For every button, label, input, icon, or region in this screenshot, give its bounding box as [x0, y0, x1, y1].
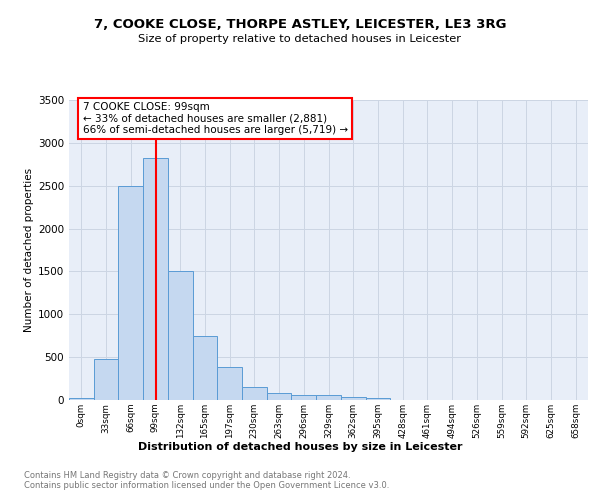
Text: Size of property relative to detached houses in Leicester: Size of property relative to detached ho…	[139, 34, 461, 44]
Bar	[118, 186, 143, 400]
Bar	[193, 336, 217, 400]
Bar	[217, 368, 242, 400]
Bar	[242, 387, 267, 400]
Bar	[292, 395, 316, 400]
Text: Contains HM Land Registry data © Crown copyright and database right 2024.
Contai: Contains HM Land Registry data © Crown c…	[24, 470, 389, 490]
Text: 7 COOKE CLOSE: 99sqm
← 33% of detached houses are smaller (2,881)
66% of semi-de: 7 COOKE CLOSE: 99sqm ← 33% of detached h…	[83, 102, 348, 135]
Bar	[143, 158, 168, 400]
Bar	[267, 393, 292, 400]
Text: 7, COOKE CLOSE, THORPE ASTLEY, LEICESTER, LE3 3RG: 7, COOKE CLOSE, THORPE ASTLEY, LEICESTER…	[94, 18, 506, 30]
Bar	[341, 396, 365, 400]
Bar	[365, 398, 390, 400]
Bar	[69, 398, 94, 400]
Bar	[316, 396, 341, 400]
Bar	[168, 270, 193, 400]
Bar	[94, 359, 118, 400]
Text: Distribution of detached houses by size in Leicester: Distribution of detached houses by size …	[138, 442, 462, 452]
Y-axis label: Number of detached properties: Number of detached properties	[24, 168, 34, 332]
